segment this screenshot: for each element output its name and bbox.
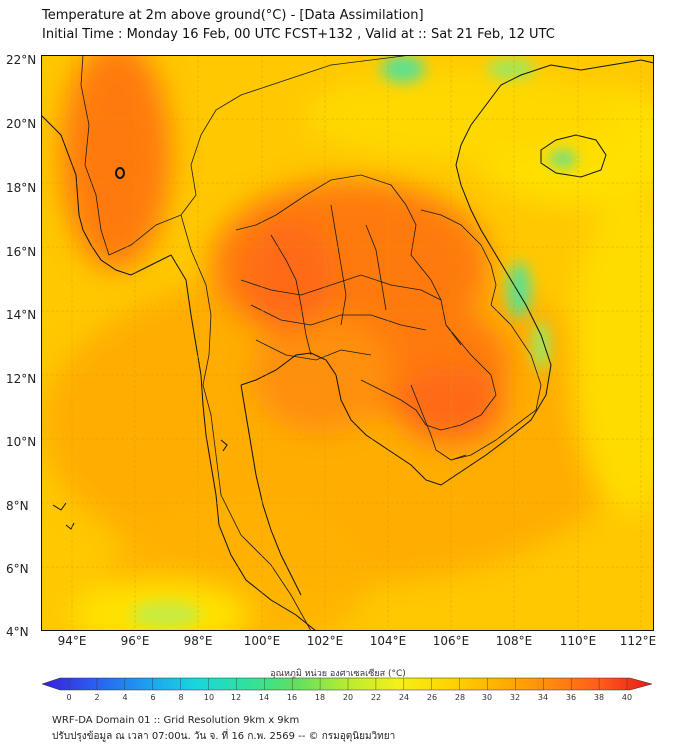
footer-resolution: WRF-DA Domain 01 :: Grid Resolution 9km … [52,715,300,726]
lon-label-108e: 108°E [495,634,533,648]
colorbar-tick-38: 38 [593,693,605,702]
colorbar-tick-10: 10 [203,693,215,702]
lat-label-20n: 20°N [6,117,37,131]
lat-label-12n: 12°N [6,372,37,386]
lat-label-22n: 22°N [6,53,37,67]
warm-regions [41,55,641,631]
colorbar-tick-40: 40 [621,693,633,702]
colorbar-tick-36: 36 [565,693,577,702]
lat-label-6n: 6°N [6,562,29,576]
lon-label-96e: 96°E [120,634,150,648]
colorbar-tick-28: 28 [454,693,466,702]
boundaries [80,55,542,631]
lat-label-4n: 4°N [6,625,29,639]
map-title: Temperature at 2m above ground(°C) - [Da… [42,8,424,23]
colorbar-title: อุณหภูมิ หน่วย องศาเซลเซียส (°C) [270,669,406,679]
colorbar-tick-14: 14 [258,693,270,702]
colorbar-tick-0: 0 [66,693,72,702]
colorbar-tick-4: 4 [122,693,128,702]
colorbar-tick-26: 26 [426,693,438,702]
colorbar-tick-16: 16 [286,693,298,702]
colorbar-tick-6: 6 [150,693,156,702]
map-border [41,55,654,631]
lon-label-110e: 110°E [559,634,597,648]
colorbar-bar [41,677,653,691]
colorbar-tick-30: 30 [481,693,493,702]
footer-update-note: ปรับปรุงข้อมูล ณ เวลา 07:00น. วัน จ. ที่… [52,731,396,742]
lon-label-94e: 94°E [57,634,87,648]
lon-label-102e: 102°E [306,634,344,648]
lat-label-10n: 10°N [6,435,37,449]
colorbar-tick-20: 20 [342,693,354,702]
colorbar-tick-24: 24 [398,693,410,702]
colorbar [41,677,653,691]
coastlines [41,59,654,631]
lon-label-112e: 112°E [619,634,657,648]
lon-label-106e: 106°E [432,634,470,648]
graticule [41,55,654,631]
temperature-map [41,55,654,631]
colorbar-tick-34: 34 [537,693,549,702]
lat-label-16n: 16°N [6,245,37,259]
lon-label-98e: 98°E [183,634,213,648]
lon-label-104e: 104°E [369,634,407,648]
colorbar-ticklines [68,678,628,690]
colorbar-tick-12: 12 [230,693,242,702]
peak-contour [115,167,125,179]
colorbar-tick-8: 8 [178,693,184,702]
lon-label-100e: 100°E [243,634,281,648]
colorbar-tick-32: 32 [509,693,521,702]
lat-label-18n: 18°N [6,181,37,195]
colorbar-tick-18: 18 [314,693,326,702]
colorbar-tick-2: 2 [94,693,100,702]
temperature-field [41,55,654,631]
lat-label-14n: 14°N [6,308,37,322]
lat-label-8n: 8°N [6,499,29,513]
colorbar-tick-22: 22 [370,693,382,702]
map-subtitle: Initial Time : Monday 16 Feb, 00 UTC FCS… [42,27,555,42]
